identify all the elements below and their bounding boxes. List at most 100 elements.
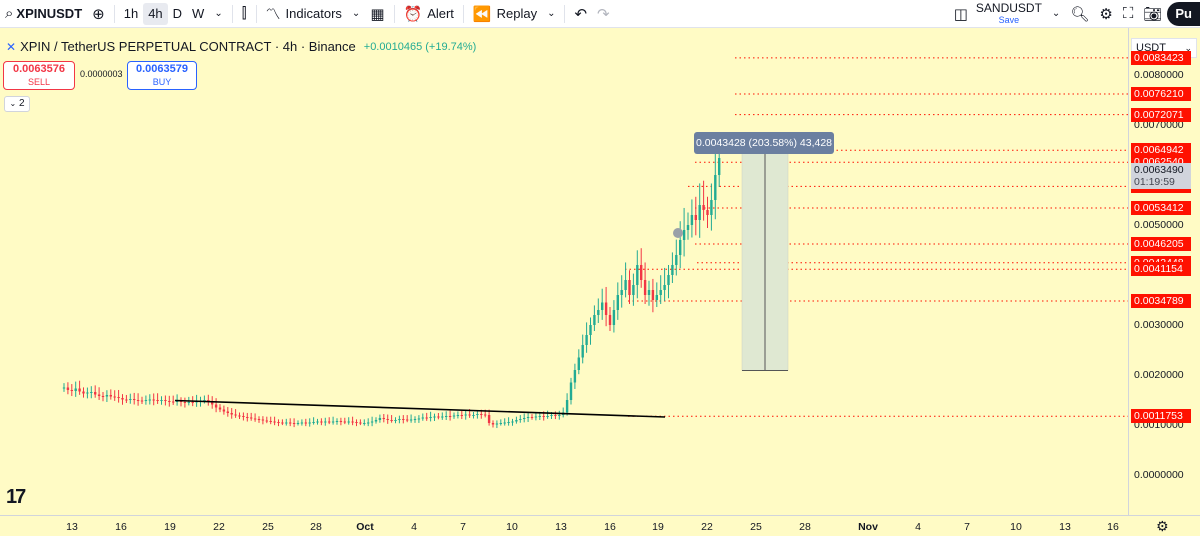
templates-button[interactable]: ▦ bbox=[365, 0, 389, 28]
rewind-icon: ⏪ bbox=[472, 5, 492, 23]
time-axis[interactable]: 13 16 19 22 25 28 Oct 4 7 10 13 16 19 22 25 28 Nov 4 7 10 13… bbox=[0, 515, 1200, 536]
interval-d[interactable]: D bbox=[168, 0, 187, 28]
candle-body bbox=[659, 290, 662, 295]
replay-dropdown[interactable]: ⌄ bbox=[542, 0, 560, 28]
candle-body bbox=[484, 414, 487, 416]
toolbar-divider bbox=[462, 4, 464, 23]
interval-1h[interactable]: 1h bbox=[119, 0, 143, 28]
tradingview-logo[interactable]: 17 bbox=[6, 486, 26, 508]
fullscreen-button[interactable]: ⛶ bbox=[1118, 0, 1139, 28]
candle-body bbox=[585, 335, 588, 345]
publish-button[interactable]: Pu bbox=[1167, 1, 1200, 26]
indicators-button[interactable]: 〽 Indicators bbox=[261, 0, 347, 28]
axis-settings-button[interactable]: ⚙ bbox=[1156, 518, 1169, 535]
candle-body bbox=[113, 396, 116, 398]
candle-body bbox=[152, 399, 155, 401]
spread-value: 0.0000003 bbox=[80, 69, 123, 79]
interval-dropdown[interactable]: ⌄ bbox=[209, 0, 227, 28]
candle-body bbox=[640, 265, 643, 280]
legend-title[interactable]: XPIN / TetherUS PERPETUAL CONTRACT · 4h … bbox=[20, 39, 356, 54]
settings-button[interactable]: ⚙ bbox=[1094, 0, 1117, 28]
candle-body bbox=[347, 421, 350, 423]
candle-body bbox=[242, 416, 245, 417]
redo-button[interactable]: ↷ bbox=[592, 0, 615, 28]
candle-body bbox=[246, 417, 249, 418]
indicators-dropdown[interactable]: ⌄ bbox=[347, 0, 365, 28]
candle-body bbox=[121, 398, 124, 400]
chart-pane[interactable] bbox=[0, 28, 1128, 515]
candle-body bbox=[148, 399, 151, 401]
time-tick-label: 22 bbox=[701, 521, 713, 533]
price-level-label: 0.0011753 bbox=[1131, 409, 1191, 424]
candle-body bbox=[312, 422, 315, 423]
replay-button[interactable]: ⏪ Replay bbox=[468, 0, 542, 28]
price-level-label: 0.0046205 bbox=[1131, 236, 1191, 251]
time-tick-label: 25 bbox=[750, 521, 762, 533]
price-tick-label: 0.0000000 bbox=[1134, 469, 1184, 481]
quick-search-button[interactable]: 🔍︎ bbox=[1065, 0, 1094, 28]
candle-body bbox=[437, 416, 440, 418]
sell-button[interactable]: 0.0063576 SELL bbox=[3, 61, 75, 90]
buy-label: BUY bbox=[152, 77, 172, 87]
candle-body bbox=[682, 230, 686, 240]
chevron-down-icon: ⌄ bbox=[547, 8, 556, 19]
candle-body bbox=[409, 419, 413, 421]
candle-body bbox=[101, 396, 105, 397]
candle-body bbox=[82, 391, 85, 394]
candle-body bbox=[491, 423, 495, 425]
compare-button[interactable]: ⊕ bbox=[87, 0, 110, 28]
toolbar-divider bbox=[564, 4, 566, 23]
candle-body bbox=[460, 415, 463, 416]
candle-body bbox=[97, 394, 101, 396]
collapse-count: 2 bbox=[18, 98, 25, 109]
snapshot-button[interactable]: 📷︎ bbox=[1138, 0, 1167, 28]
candle-body bbox=[168, 401, 171, 402]
interval-w[interactable]: W bbox=[187, 0, 209, 28]
indicators-label: Indicators bbox=[285, 6, 342, 21]
search-icon: ⌕ bbox=[5, 5, 14, 22]
candle-body bbox=[296, 423, 300, 424]
chart-canvas[interactable] bbox=[0, 28, 1128, 515]
interval-4h[interactable]: 4h bbox=[143, 2, 168, 25]
candle-body bbox=[663, 285, 666, 290]
price-level-label: 0.0041154 bbox=[1131, 262, 1191, 277]
candle-body bbox=[604, 302, 608, 315]
candle-body bbox=[402, 419, 405, 420]
candle-body bbox=[203, 400, 206, 401]
candle-body bbox=[698, 205, 701, 220]
undo-button[interactable]: ↶ bbox=[569, 0, 592, 28]
price-level-label: 0.0076210 bbox=[1131, 86, 1191, 101]
candle-body bbox=[546, 416, 549, 417]
candle-body bbox=[277, 422, 280, 423]
candle-body bbox=[612, 310, 616, 325]
candle-body bbox=[472, 415, 475, 416]
candle-body bbox=[655, 295, 658, 300]
candle-body bbox=[90, 392, 93, 393]
buy-price: 0.0063579 bbox=[136, 63, 188, 75]
layout-dropdown[interactable]: ⌄ bbox=[1047, 0, 1065, 28]
layout-button[interactable]: ◫ SANDUSDT Save bbox=[949, 0, 1047, 28]
sell-label: SELL bbox=[27, 77, 51, 87]
candle-body bbox=[144, 400, 148, 401]
time-tick-label: 10 bbox=[1010, 521, 1022, 533]
symbol-search-button[interactable]: ⌕ XPINUSDT bbox=[0, 0, 87, 28]
candle-body bbox=[164, 400, 167, 401]
collapse-indicators-button[interactable]: ⌄ 2 bbox=[4, 96, 30, 112]
chart-legend: ✕ XPIN / TetherUS PERPETUAL CONTRACT · 4… bbox=[6, 39, 476, 54]
chart-type-button[interactable]: ⫿ bbox=[237, 0, 252, 28]
candle-body bbox=[647, 290, 651, 295]
candle-body bbox=[643, 280, 647, 295]
candle-body bbox=[632, 285, 635, 295]
layout-icon: ◫ bbox=[953, 5, 968, 23]
time-tick-label: 13 bbox=[555, 521, 567, 533]
candle-body bbox=[187, 402, 190, 403]
candle-body bbox=[105, 395, 109, 397]
candle-body bbox=[476, 414, 479, 415]
alert-label: Alert bbox=[427, 6, 454, 21]
candle-body bbox=[265, 420, 268, 422]
candle-body bbox=[117, 397, 120, 398]
candle-body bbox=[363, 423, 366, 424]
buy-button[interactable]: 0.0063579 BUY bbox=[127, 61, 197, 90]
alert-button[interactable]: ⏰ Alert bbox=[399, 0, 459, 28]
candle-body bbox=[331, 421, 335, 423]
